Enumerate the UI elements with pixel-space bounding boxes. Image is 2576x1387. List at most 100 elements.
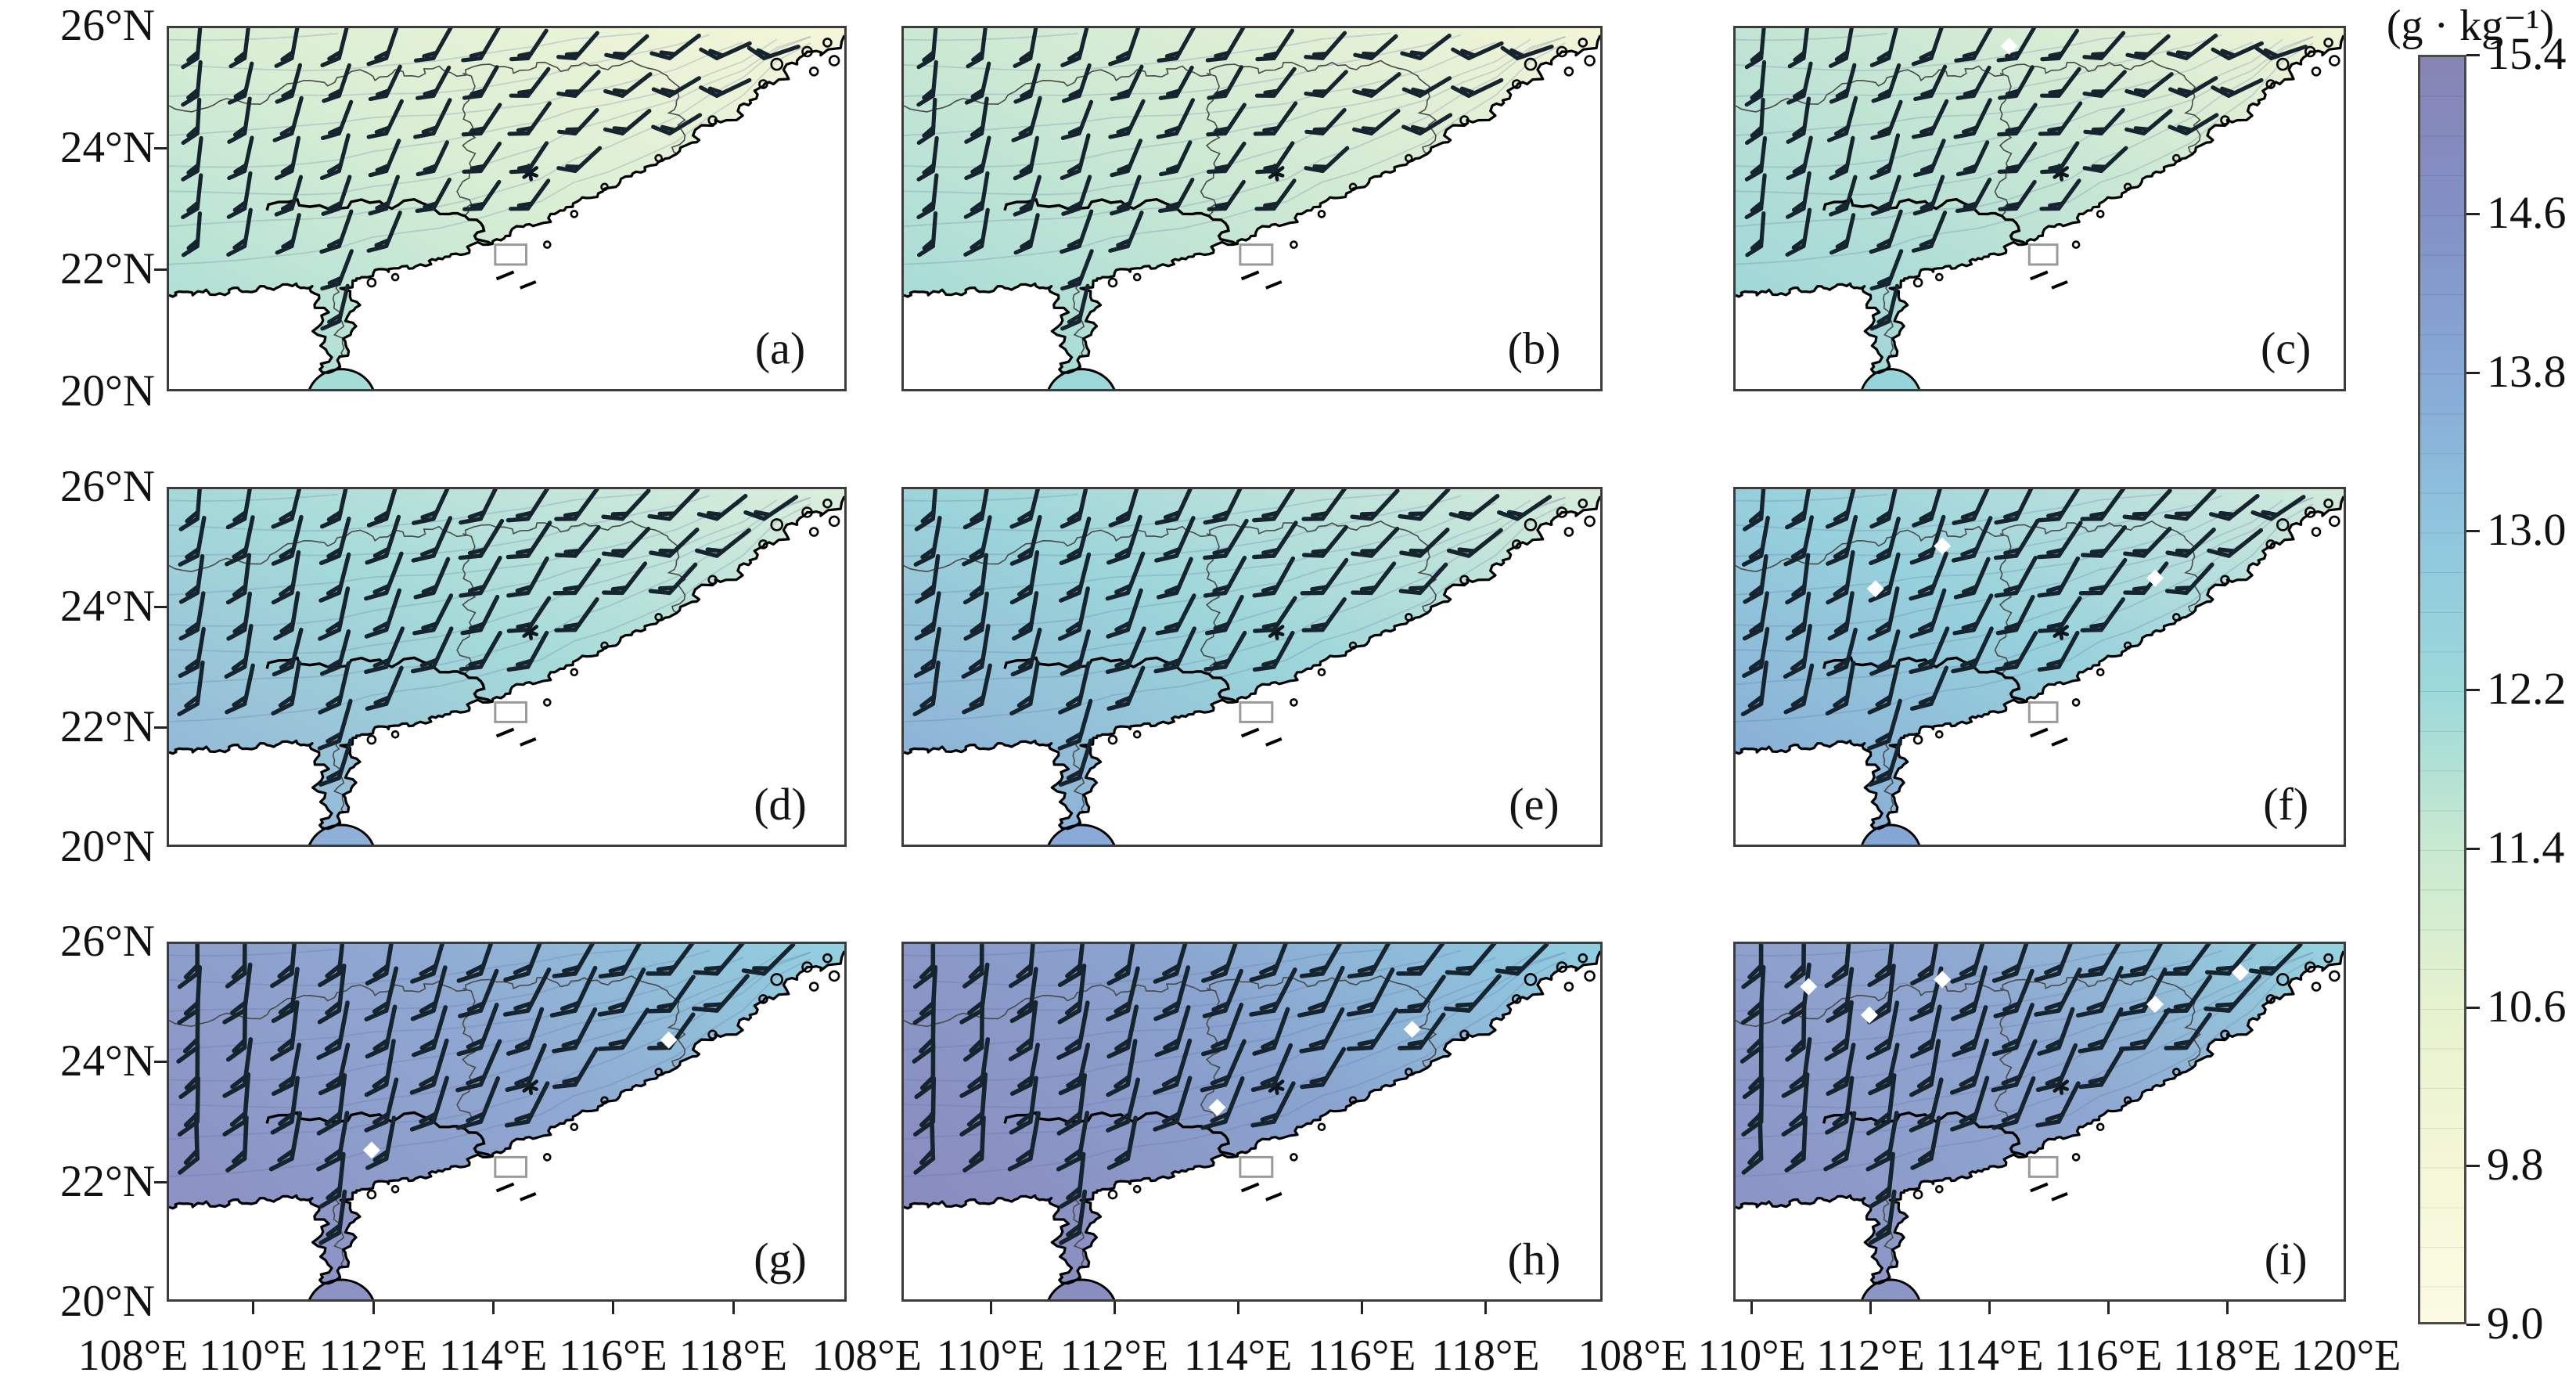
wind-barb-icon (1912, 175, 1945, 216)
wind-barb-icon (1824, 1000, 1854, 1061)
coastline (1736, 950, 2344, 1285)
map-panel-e: (e) (901, 487, 1603, 847)
wind-barb-icon (1445, 944, 1499, 976)
wind-barb-icon (962, 1115, 986, 1173)
wind-barb-icon (413, 98, 452, 139)
x-axis-label: 116°E (2053, 1331, 2163, 1380)
wind-barb-icon (1996, 28, 2037, 63)
wind-barb-icon (1784, 944, 1807, 989)
wind-barb-icon (1909, 1004, 1942, 1059)
wind-barb-icon (461, 103, 502, 137)
wind-barb-icon (1867, 698, 1902, 751)
map-panel-i: (i) (1733, 942, 2346, 1302)
wind-barb-icon (916, 97, 937, 146)
white-diamond-marker (1403, 629, 1421, 647)
wind-barb-icon (462, 179, 502, 211)
wind-barb-icon (1742, 591, 1769, 641)
wind-barb-icon (962, 944, 984, 989)
x-axis-tick (1361, 1302, 1364, 1314)
wind-barb-icon (1998, 179, 2037, 211)
wind-barb-icon (2081, 524, 2128, 558)
y-axis-label: 20°N (60, 1277, 155, 1326)
map-canvas: (i) (1736, 944, 2344, 1299)
wind-barb-icon (1254, 178, 1297, 211)
wind-barb-icon (1056, 1111, 1090, 1172)
wind-barb-icon (505, 521, 552, 560)
wind-barb-icon (1060, 283, 1090, 331)
x-axis-tick (732, 1302, 735, 1314)
wind-barb-icon (2204, 974, 2262, 1013)
wind-barb-icon (1254, 67, 1297, 99)
wind-barb-icon (225, 553, 252, 605)
map-canvas: (f) (1736, 489, 2344, 845)
white-diamond-marker (1866, 580, 1884, 598)
wind-barb-icon (1058, 1043, 1091, 1096)
wind-barb-icon (1909, 665, 1949, 712)
wind-barb-icon (1998, 65, 2035, 100)
wind-barb-icon (317, 964, 347, 1025)
wind-barb-icon (913, 1111, 936, 1175)
wind-barb-icon (1500, 44, 1554, 61)
colorbar (2418, 55, 2466, 1324)
wind-barbs-layer (1740, 944, 2303, 1245)
wind-barb-icon (1154, 1005, 1191, 1057)
wind-barb-icon (318, 661, 351, 715)
wind-barb-icon (1155, 593, 1196, 636)
wind-barb-icon (1009, 1075, 1038, 1135)
missing-data-diamonds (1208, 1020, 1421, 1116)
wind-barb-icon (1351, 526, 1400, 558)
wind-barb-icon (1909, 551, 1948, 601)
x-axis-label: 114°E (1935, 1331, 2044, 1380)
wind-barb-icon (1300, 1047, 1347, 1090)
wind-barb-icon (1744, 135, 1768, 182)
x-axis-label: 108°E (77, 1331, 189, 1380)
wind-barb-icon (1153, 965, 1191, 1021)
wind-barb-icon (2204, 944, 2259, 976)
x-axis-tick (989, 1302, 992, 1314)
wind-barb-icon (226, 207, 253, 257)
wind-barb-icon (693, 944, 747, 976)
wind-barb-icon (226, 591, 252, 641)
wind-barb-icon (1912, 489, 1944, 528)
wind-barb-icon (1997, 141, 2038, 174)
white-diamond-marker (2146, 569, 2164, 587)
wind-barb-icon (509, 28, 549, 62)
wind-barb-icon (456, 944, 498, 983)
wind-barb-icon (1157, 28, 1196, 63)
wind-barb-icon (224, 623, 254, 679)
wind-barb-icon (2208, 493, 2260, 521)
white-diamond-marker (1860, 1006, 1878, 1024)
x-axis-label: 112°E (1060, 1331, 1169, 1380)
wind-barb-icon (912, 944, 936, 989)
white-diamond-marker (1208, 1098, 1226, 1116)
wind-barb-icon (178, 515, 207, 567)
wind-barb-icon (1826, 967, 1855, 1023)
wind-barb-icon (964, 96, 989, 144)
hainan-island (308, 1278, 375, 1299)
wind-barb-icon (2039, 178, 2081, 211)
study-area-box (494, 243, 528, 266)
y-axis-label: 26°N (60, 917, 155, 966)
wind-barb-icon (410, 626, 454, 674)
wind-barb-icon (1105, 626, 1146, 675)
colorbar-tick-label: 13.8 (2487, 345, 2567, 397)
wind-barb-icon (747, 44, 801, 61)
wind-barb-icon (177, 944, 200, 989)
study-area-box (2027, 1155, 2059, 1178)
wind-barb-icon (1871, 63, 1901, 103)
wind-barb-icon (2165, 528, 2216, 558)
wind-barb-icon (1201, 944, 1243, 983)
wind-barb-icon (1153, 626, 1197, 674)
wind-barb-icon (365, 514, 401, 565)
wind-barb-icon (1869, 28, 1900, 67)
wind-barb-icon (557, 107, 599, 136)
wind-barb-icon (320, 283, 350, 331)
wind-barb-icon (1013, 213, 1040, 255)
wind-barb-icon (556, 70, 601, 99)
panel-label: (a) (755, 323, 805, 374)
wind-barb-icon (1865, 1111, 1899, 1172)
wind-barb-icon (552, 944, 599, 978)
wind-barb-icon (1110, 175, 1142, 216)
land-fill (169, 944, 844, 1284)
wind-barb-icon (1870, 175, 1901, 216)
